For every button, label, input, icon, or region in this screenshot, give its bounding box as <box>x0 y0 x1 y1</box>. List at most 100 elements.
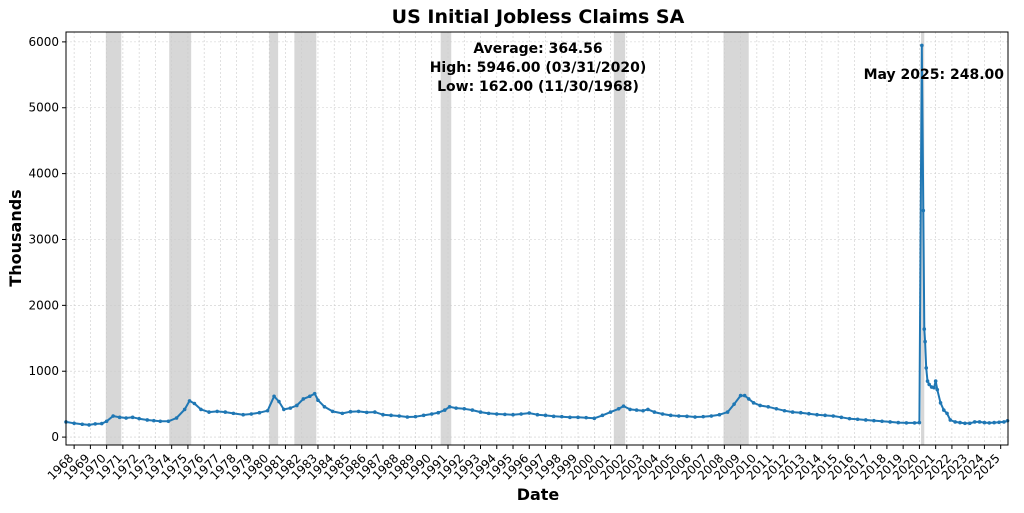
data-point <box>405 415 410 419</box>
data-point <box>543 413 548 418</box>
data-point <box>111 414 115 418</box>
data-point <box>987 421 992 425</box>
data-point <box>953 420 957 424</box>
data-point <box>99 421 104 426</box>
data-point <box>312 391 317 396</box>
chart-title: US Initial Jobless Claims SA <box>392 6 685 28</box>
data-point <box>356 409 361 414</box>
data-point <box>660 412 665 416</box>
grid <box>66 32 1008 445</box>
data-point <box>815 412 819 417</box>
data-point <box>413 414 418 419</box>
data-point <box>272 394 276 399</box>
data-point <box>925 379 930 383</box>
data-point <box>87 423 91 427</box>
data-point <box>584 415 588 420</box>
data-point <box>677 414 681 418</box>
data-point <box>494 412 499 416</box>
data-point <box>559 414 564 419</box>
data-point <box>397 414 402 418</box>
data-point <box>685 414 689 419</box>
data-point <box>429 412 434 416</box>
data-point <box>527 411 532 415</box>
data-point <box>486 411 491 416</box>
data-point <box>551 414 556 419</box>
data-point <box>923 339 927 344</box>
data-point <box>600 413 605 418</box>
data-point <box>863 418 868 422</box>
data-point <box>576 415 580 420</box>
y-tick-label: 3000 <box>28 232 59 246</box>
data-point <box>798 410 803 415</box>
data-point <box>447 404 452 409</box>
y-tick-label: 5000 <box>28 101 59 115</box>
data-point <box>774 406 779 411</box>
data-point <box>634 408 639 412</box>
data-point <box>646 407 650 412</box>
data-point <box>436 410 441 415</box>
data-point <box>742 393 747 398</box>
data-point <box>442 408 447 412</box>
data-point <box>421 413 426 418</box>
data-point <box>608 410 613 414</box>
data-point <box>364 410 369 415</box>
plot-frame <box>65 31 1009 446</box>
data-point <box>927 382 931 387</box>
data-point <box>130 415 135 420</box>
recession-band <box>440 32 452 445</box>
data-point <box>920 43 924 48</box>
data-point <box>282 407 286 412</box>
data-point <box>182 407 187 412</box>
recession-band <box>723 32 749 445</box>
data-point <box>839 415 844 420</box>
data-point <box>823 413 827 418</box>
data-point <box>117 415 122 420</box>
data-point <box>921 208 926 213</box>
data-point <box>207 410 211 414</box>
x-axis-label: Date <box>517 485 560 504</box>
data-point <box>511 412 515 417</box>
data-point <box>880 419 884 424</box>
y-tick-label: 0 <box>51 430 59 444</box>
data-series <box>64 43 1010 427</box>
data-point <box>888 420 892 424</box>
data-point <box>831 414 836 418</box>
data-point <box>668 413 673 418</box>
data-point <box>592 416 597 421</box>
data-point <box>80 422 85 427</box>
data-point <box>295 403 299 408</box>
data-point <box>330 409 335 414</box>
y-axis-label: Thousands <box>6 189 25 286</box>
data-point <box>72 421 76 426</box>
data-point <box>912 421 917 425</box>
data-point <box>997 420 1001 425</box>
data-point <box>322 404 327 409</box>
data-point <box>896 420 901 425</box>
data-point <box>941 408 946 412</box>
data-point <box>340 411 345 416</box>
recession-band <box>169 32 192 445</box>
y-tick-label: 6000 <box>28 35 59 49</box>
recession-band <box>294 32 317 445</box>
data-point <box>932 385 936 390</box>
data-point <box>277 399 281 404</box>
data-point <box>782 408 787 413</box>
data-point <box>470 408 475 412</box>
data-point <box>535 412 540 417</box>
data-point <box>717 412 722 417</box>
data-point <box>145 418 150 422</box>
data-point <box>972 420 977 424</box>
data-point <box>807 411 811 416</box>
data-point <box>215 409 219 414</box>
data-point <box>104 419 109 424</box>
data-point <box>503 412 507 417</box>
data-point <box>766 404 771 409</box>
data-point <box>231 411 236 416</box>
data-point <box>381 412 385 417</box>
y-tick-label: 2000 <box>28 298 59 312</box>
high-annotation: High: 5946.00 (03/31/2020) <box>430 60 647 76</box>
low-annotation: Low: 162.00 (11/30/1968) <box>437 79 639 95</box>
data-point <box>519 412 523 416</box>
data-point <box>241 412 245 417</box>
data-point <box>478 410 483 414</box>
